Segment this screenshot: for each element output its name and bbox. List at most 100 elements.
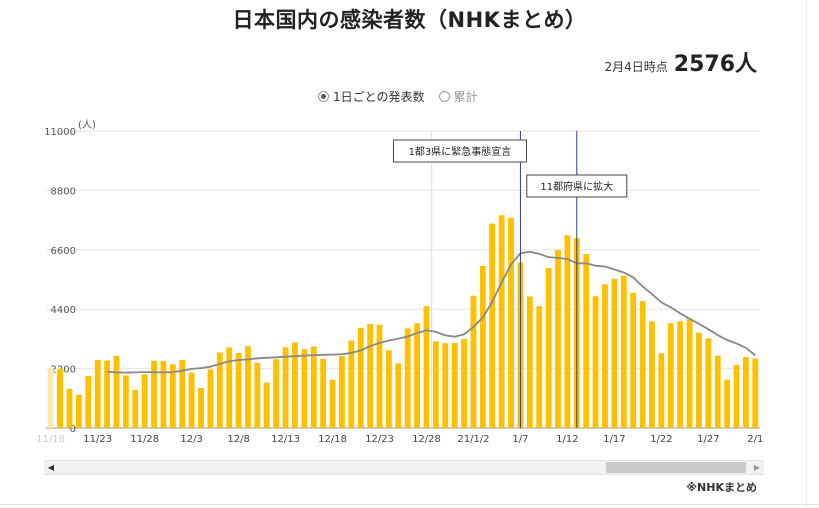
bar: [479, 266, 486, 428]
y-tick-label: 2200: [51, 365, 76, 376]
x-tick-label: 12/13: [271, 434, 300, 445]
event-callout-text: 11都府県に拡大: [540, 180, 613, 193]
bar: [555, 250, 561, 428]
bottom-divider: [0, 504, 819, 505]
bar: [742, 356, 749, 428]
bar: [263, 382, 270, 428]
bar: [160, 361, 167, 428]
bar: [367, 324, 374, 428]
x-tick-label: 1/17: [603, 434, 625, 445]
bar: [526, 296, 533, 428]
bar: [385, 350, 392, 428]
bar: [733, 365, 740, 428]
bar: [592, 296, 599, 428]
bar: [564, 235, 571, 428]
bar: [649, 321, 655, 428]
scroll-thumb[interactable]: [606, 462, 746, 473]
as-of-date: 2月4日時点: [604, 60, 668, 74]
bar: [151, 360, 157, 428]
latest-count: 2576人: [673, 52, 757, 77]
x-tick-label: 1/27: [697, 434, 719, 445]
bar: [235, 352, 242, 428]
x-tick-label: 1/22: [650, 434, 672, 445]
chart-scrollbar[interactable]: ◀ ▶: [44, 460, 764, 475]
x-tick-label: 11/23: [83, 434, 112, 445]
bar: [602, 284, 608, 428]
x-tick-label: 12/8: [227, 434, 249, 445]
x-tick-label: 21/1/2: [457, 434, 489, 445]
event-callout-box: [526, 174, 628, 198]
bar: [714, 355, 721, 428]
radio-cumulative-label: 累計: [453, 90, 478, 104]
bar: [376, 324, 383, 428]
bar: [611, 278, 618, 428]
view-toggle: 1日ごとの発表数 累計: [318, 88, 492, 105]
x-tick-label: 12/18: [318, 434, 347, 445]
bar: [489, 223, 496, 428]
radio-selected-icon: [318, 91, 329, 102]
bar: [339, 356, 345, 428]
bar: [245, 346, 251, 428]
y-tick-label: 8800: [51, 186, 76, 197]
bar: [395, 363, 402, 428]
bar: [113, 355, 120, 428]
bar: [620, 275, 627, 428]
chart-title: 日本国内の感染者数（NHKまとめ）: [232, 8, 587, 32]
bar: [47, 368, 54, 428]
radio-daily-label: 1日ごとの発表数: [333, 90, 425, 104]
y-unit-label: (人): [78, 119, 96, 131]
radio-cumulative[interactable]: 累計: [438, 88, 478, 105]
event-callout-text: 1都3県に緊急事態宣言: [409, 145, 512, 158]
radio-unselected-icon: [438, 91, 450, 102]
bar: [630, 292, 637, 428]
bar: [282, 347, 289, 428]
bar: [752, 358, 759, 428]
y-tick-label: 11000: [44, 127, 76, 138]
y-tick-label: 4400: [51, 305, 76, 316]
bar: [461, 338, 467, 428]
bar: [122, 375, 129, 428]
bar: [639, 301, 646, 428]
x-tick-label: 2/1: [747, 434, 763, 445]
y-tick-label: 6600: [51, 246, 76, 257]
bar: [254, 362, 261, 428]
bar: [226, 347, 233, 428]
bar: [169, 364, 176, 428]
bar: [583, 254, 590, 428]
x-tick-label: 1/7: [512, 434, 528, 445]
bar: [273, 359, 280, 428]
bar: [292, 342, 298, 428]
bar: [301, 349, 308, 428]
bar: [66, 388, 73, 428]
bar: [696, 332, 702, 428]
bar: [508, 217, 514, 428]
bar: [404, 328, 411, 428]
bar: [132, 389, 139, 428]
bar: [470, 295, 477, 428]
source-note: ※NHKまとめ: [686, 481, 757, 494]
bar: [329, 379, 336, 428]
bar: [442, 343, 449, 428]
y-tick-label: 0: [70, 424, 76, 435]
bar: [451, 342, 458, 428]
bar: [658, 353, 665, 428]
scroll-left-arrow-icon[interactable]: ◀: [47, 463, 55, 472]
x-tick-label: 12/3: [180, 434, 202, 445]
bar: [536, 306, 543, 428]
bar: [207, 369, 214, 428]
event-callout-box: [392, 139, 527, 163]
bar: [414, 323, 421, 428]
bar: [310, 346, 317, 428]
bar: [188, 372, 195, 428]
x-tick-label: 11/18: [36, 434, 65, 445]
radio-daily[interactable]: 1日ごとの発表数: [318, 88, 425, 105]
bar: [85, 375, 92, 428]
bar: [141, 374, 148, 428]
bar: [545, 267, 552, 428]
bar: [179, 359, 186, 428]
bar: [423, 306, 430, 428]
bar: [705, 338, 712, 428]
x-tick-label: 1/12: [556, 434, 578, 445]
moving-average-line: [107, 250, 756, 374]
scroll-right-arrow-icon[interactable]: ▶: [753, 463, 761, 472]
